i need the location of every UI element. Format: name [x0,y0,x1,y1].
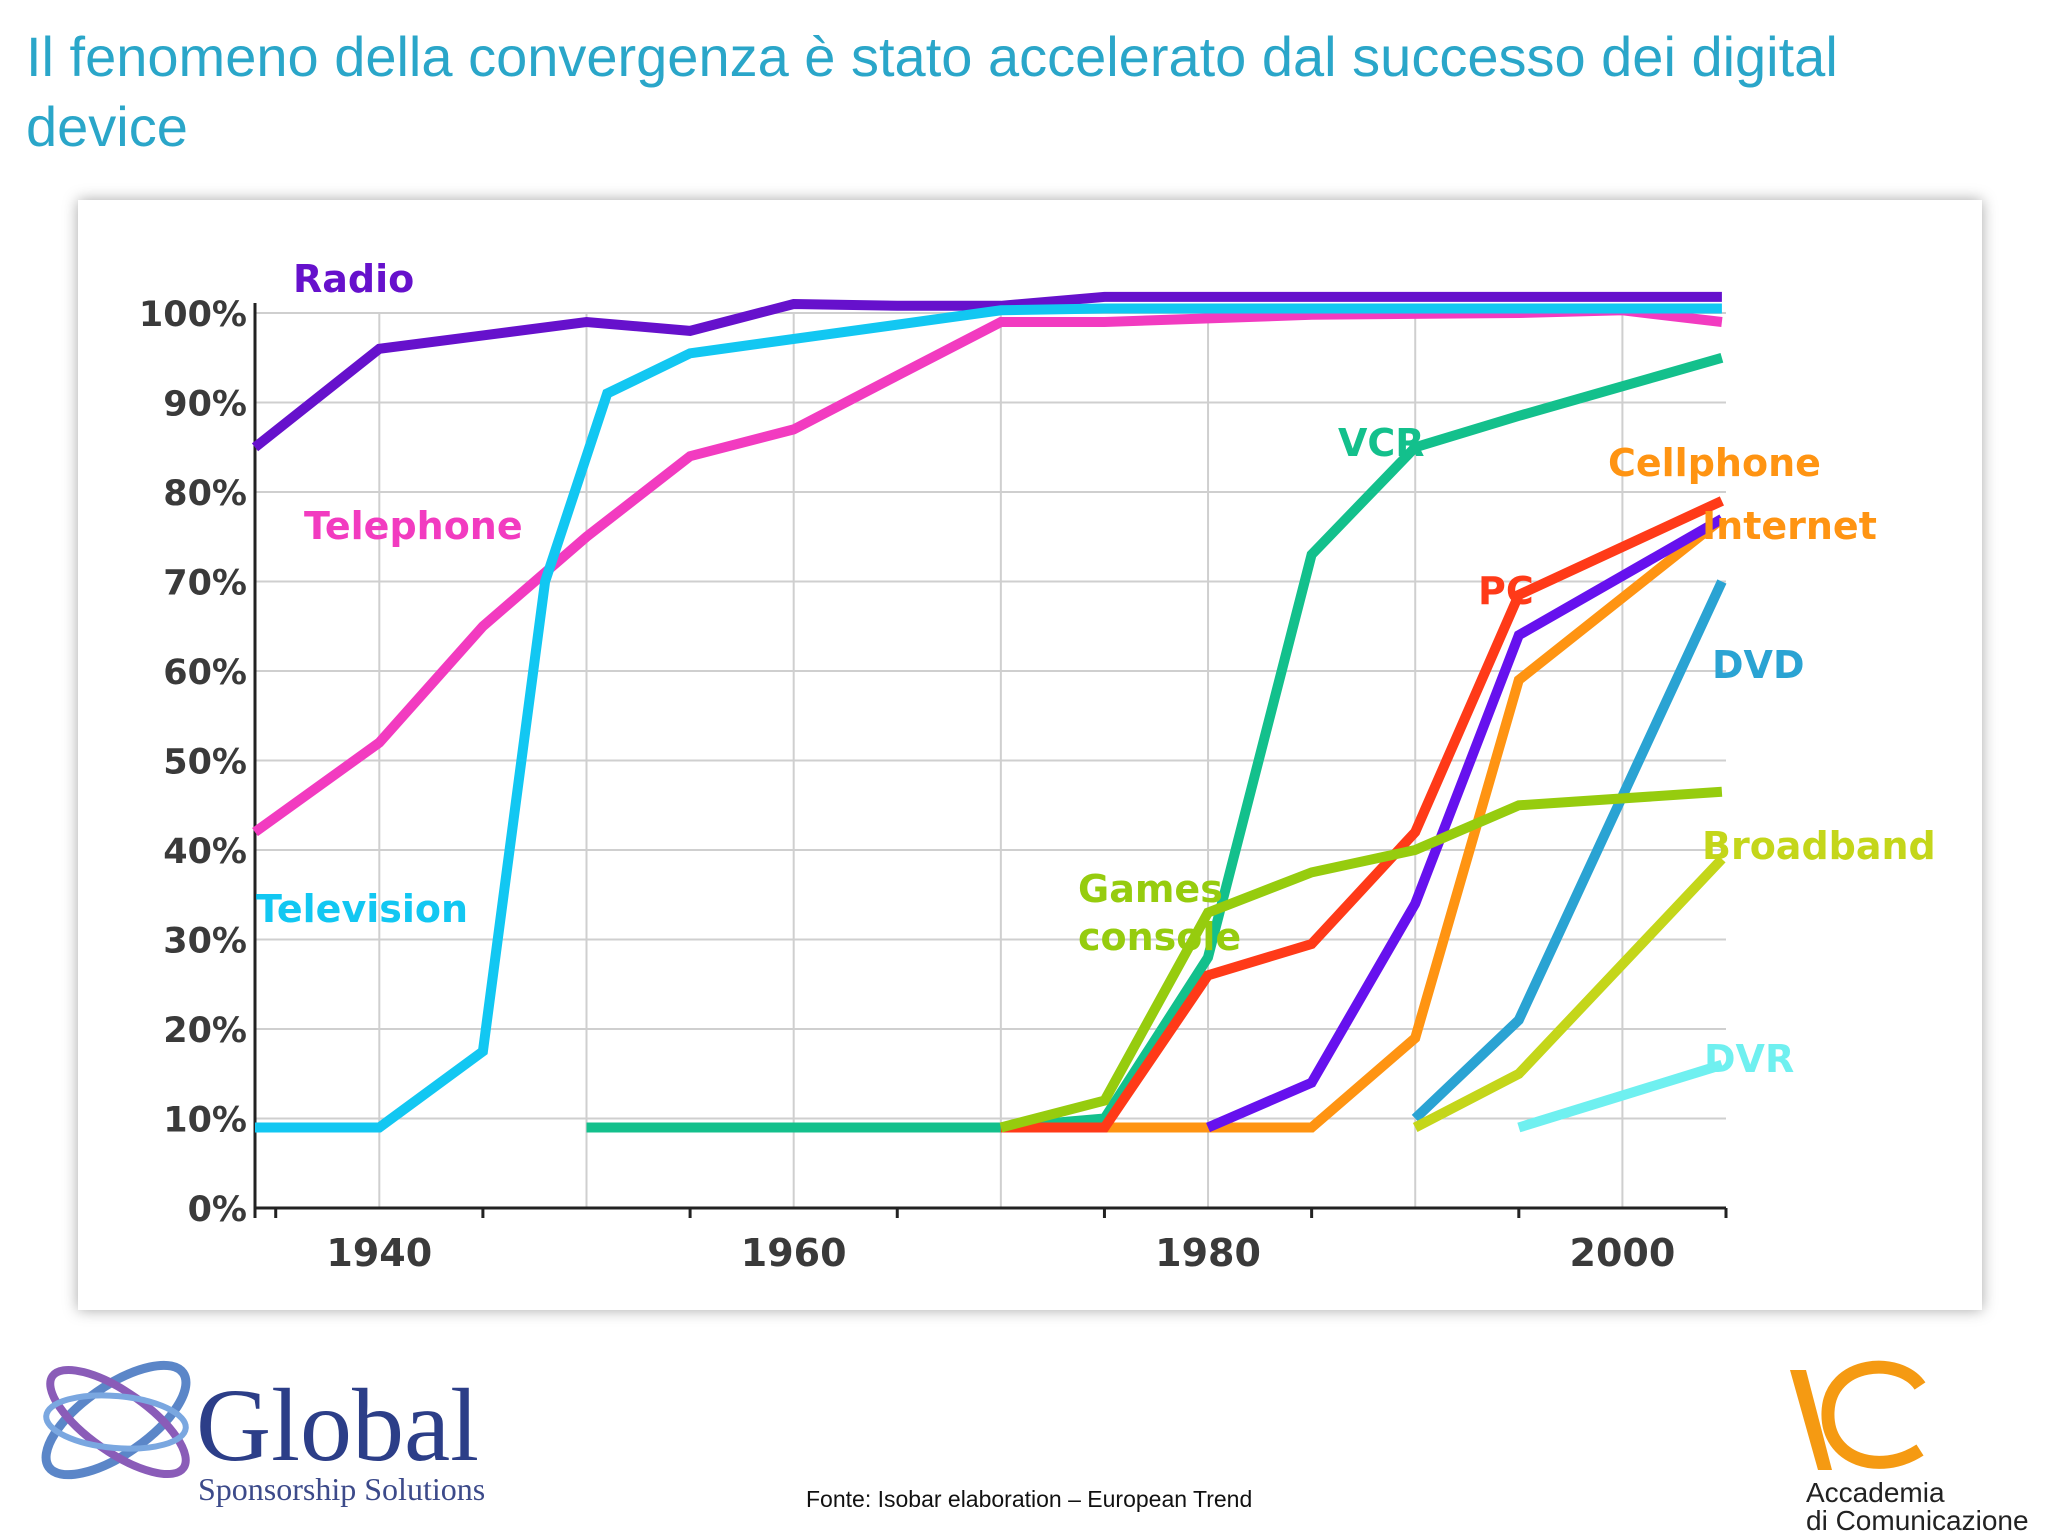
y-tick-label: 70% [163,564,247,604]
global-logo-text: Global [196,1368,479,1483]
x-tick-label: 1980 [1155,1231,1261,1275]
global-orbit-icon [41,1360,191,1480]
series-line-television [255,303,1722,1133]
y-tick-label: 30% [163,922,247,962]
accademia-line2: di Comunicazione [1806,1505,2029,1536]
accademia-line1: Accademia [1806,1477,1945,1508]
series-label-pc: PC [1478,569,1534,613]
y-tick-label: 10% [163,1101,247,1141]
series-label-vcr: VCR [1338,421,1425,465]
global-logo-tagline: Sponsorship Solutions [198,1471,485,1507]
y-tick-label: 50% [163,743,247,783]
x-tick-label: 2000 [1570,1231,1676,1275]
line-chart: 0% 10% 20% 30% 40% 50% 60% 70% 80% 90% 100% 1940 196… [139,257,1936,1275]
series-label-games-console: Games [1078,867,1223,911]
y-tick-label: 80% [163,474,247,514]
accademia-logo: Accademia di Comunicazione [1760,1350,2048,1540]
y-tick-label: 60% [163,653,247,693]
y-tick-label: 20% [163,1011,247,1051]
series-label-internet: Internet [1702,504,1877,548]
series-label-broadband: Broadband [1702,824,1936,868]
series-label-radio: Radio [293,257,414,301]
series-line-games-console [999,786,1723,1133]
global-sponsorship-logo: Global Sponsorship Solutions [28,1350,548,1524]
series-label-games-console: console [1078,915,1241,959]
y-tick-label: 40% [163,832,247,872]
slide-title: Il fenomeno della convergenza è stato ac… [26,25,1838,158]
y-tick-label: 90% [163,385,247,425]
series-line-pc [1000,496,1725,1133]
source-note: Fonte: Isobar elaboration – European Tre… [806,1486,1253,1512]
series-label-telephone: Telephone [304,504,523,548]
series-line-radio [251,291,1722,452]
x-tick-label: 1960 [741,1231,847,1275]
accademia-ac-mark-icon [1790,1360,1926,1470]
series-label-television: Television [256,887,468,931]
series-line-internet [1206,514,1725,1133]
series-label-cellphone: Cellphone [1608,441,1821,485]
x-tick-label: 1940 [326,1231,432,1275]
series-line-dvd [1411,579,1727,1123]
chart-card: 0% 10% 20% 30% 40% 50% 60% 70% 80% 90% 100% 1940 196… [78,200,1982,1310]
series-line-dvr [1517,1060,1724,1133]
series-label-dvd: DVD [1712,643,1805,687]
series-label-dvr: DVR [1704,1037,1794,1081]
y-tick-label: 0% [188,1190,247,1230]
series-line-broadband [1412,855,1726,1132]
y-tick-label: 100% [139,295,247,335]
